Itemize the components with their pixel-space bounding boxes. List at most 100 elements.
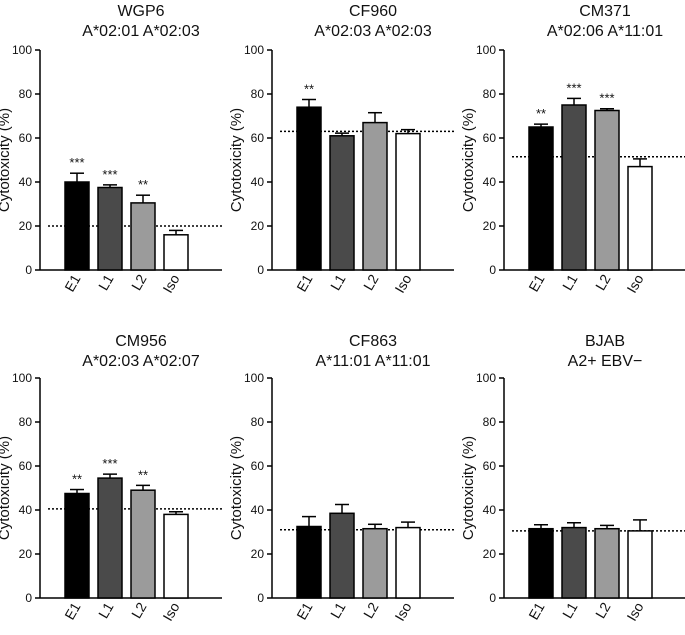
significance-label: ** — [304, 82, 314, 97]
x-tick-label: E1 — [293, 599, 316, 622]
y-tick-label: 40 — [251, 175, 265, 189]
y-axis-label: Cytotoxicity (%) — [460, 108, 477, 212]
y-tick-label: 60 — [483, 131, 497, 145]
bar-l1 — [329, 512, 355, 599]
panel-title: CF960 — [349, 3, 397, 20]
x-tick-label: Iso — [623, 599, 646, 623]
y-axis-label: Cytotoxicity (%) — [0, 436, 13, 540]
x-tick-label: L2 — [592, 271, 614, 293]
x-tick-label: L2 — [128, 271, 150, 293]
bar-l1 — [97, 186, 123, 271]
x-tick-label: E1 — [293, 271, 316, 294]
y-tick-label: 60 — [483, 459, 497, 473]
chart-panel-6: BJAB A2+ EBV− 0 20 40 60 80 100 Cytotoxicity (%)… — [460, 333, 685, 624]
panel-title: BJAB — [585, 333, 625, 350]
x-tick-label: L2 — [592, 599, 614, 621]
x-tick-label: E1 — [525, 271, 548, 294]
significance-label: *** — [599, 91, 614, 106]
bar-l1 — [561, 104, 587, 271]
y-tick-label: 80 — [251, 87, 265, 101]
significance-label: *** — [566, 80, 581, 95]
panel-title: CF863 — [349, 333, 397, 350]
bar-l2 — [594, 527, 620, 599]
bar-e1 — [528, 126, 554, 271]
y-tick-label: 0 — [257, 263, 264, 277]
y-tick-label: 40 — [483, 175, 497, 189]
bar-l2 — [130, 202, 156, 271]
x-tick-label: Iso — [623, 271, 646, 295]
bar-iso — [627, 165, 653, 271]
bar-l2 — [130, 489, 156, 599]
y-tick-label: 100 — [12, 371, 32, 385]
bar-iso — [627, 530, 653, 599]
y-tick-label: 40 — [251, 503, 265, 517]
x-tick-label: L1 — [95, 599, 117, 621]
x-tick-label: Iso — [159, 599, 182, 623]
significance-label: *** — [69, 155, 84, 170]
significance-label: ** — [536, 106, 546, 121]
panel-title: CM371 — [579, 3, 631, 20]
y-axis-label: Cytotoxicity (%) — [0, 108, 13, 212]
y-tick-label: 60 — [251, 131, 265, 145]
y-tick-label: 20 — [483, 547, 497, 561]
y-tick-label: 100 — [12, 43, 32, 57]
x-tick-label: Iso — [391, 271, 414, 295]
bar-l1 — [561, 526, 587, 599]
x-tick-label: L2 — [128, 599, 150, 621]
bar-iso — [395, 526, 421, 599]
y-tick-label: 60 — [19, 131, 33, 145]
chart-panel-2: CF960 A*02:03 A*02:03 0 20 40 60 80 100 Cytotoxi… — [228, 3, 454, 296]
panel-subtitle: A*11:01 A*11:01 — [315, 353, 430, 370]
x-tick-label: L2 — [360, 599, 382, 621]
x-tick-label: E1 — [525, 599, 548, 622]
significance-label: ** — [138, 177, 148, 192]
y-tick-label: 60 — [251, 459, 265, 473]
y-tick-label: 0 — [257, 591, 264, 605]
x-tick-label: L1 — [327, 271, 349, 293]
bar-iso — [163, 513, 189, 599]
chart-panel-3: CM371 A*02:06 A*11:01 0 20 40 60 80 100 Cytotoxi… — [460, 3, 685, 296]
panel-subtitle: A*02:01 A*02:03 — [82, 23, 200, 40]
panel-title: CM956 — [115, 333, 167, 350]
y-tick-label: 0 — [489, 263, 496, 277]
chart-panel-4: CM956 A*02:03 A*02:07 0 20 40 60 80 100 Cytotoxi… — [0, 333, 222, 624]
significance-label: ** — [72, 472, 82, 487]
bar-l2 — [362, 121, 388, 271]
y-tick-label: 0 — [25, 263, 32, 277]
significance-label: *** — [102, 167, 117, 182]
x-tick-label: L1 — [559, 271, 581, 293]
y-tick-label: 20 — [251, 547, 265, 561]
bar-l2 — [362, 527, 388, 599]
y-tick-label: 40 — [483, 503, 497, 517]
y-tick-label: 100 — [244, 371, 264, 385]
y-axis-label: Cytotoxicity (%) — [228, 436, 245, 540]
bar-e1 — [296, 525, 322, 599]
bar-l1 — [97, 477, 123, 599]
bar-l1 — [329, 135, 355, 271]
x-tick-label: E1 — [61, 271, 84, 294]
y-tick-label: 100 — [244, 43, 264, 57]
significance-label: *** — [102, 456, 117, 471]
y-tick-label: 80 — [483, 87, 497, 101]
x-tick-label: L1 — [327, 599, 349, 621]
y-tick-label: 80 — [483, 415, 497, 429]
y-tick-label: 80 — [19, 415, 33, 429]
y-tick-label: 40 — [19, 503, 33, 517]
panel-subtitle: A*02:03 A*02:07 — [82, 353, 200, 370]
panel-title: WGP6 — [117, 3, 164, 20]
x-tick-label: Iso — [391, 599, 414, 623]
y-tick-label: 20 — [19, 219, 33, 233]
x-tick-label: Iso — [159, 271, 182, 295]
chart-panel-1: WGP6 A*02:01 A*02:03 0 20 40 60 80 100 Cytotoxic… — [0, 3, 222, 296]
y-tick-label: 0 — [489, 591, 496, 605]
bar-iso — [395, 132, 421, 271]
panel-subtitle: A*02:06 A*11:01 — [547, 23, 663, 40]
x-tick-label: L1 — [559, 599, 581, 621]
y-tick-label: 100 — [476, 43, 496, 57]
panel-subtitle: A2+ EBV− — [568, 353, 643, 370]
x-tick-label: L1 — [95, 271, 117, 293]
y-tick-label: 20 — [19, 547, 33, 561]
y-tick-label: 0 — [25, 591, 32, 605]
y-axis-label: Cytotoxicity (%) — [460, 436, 477, 540]
